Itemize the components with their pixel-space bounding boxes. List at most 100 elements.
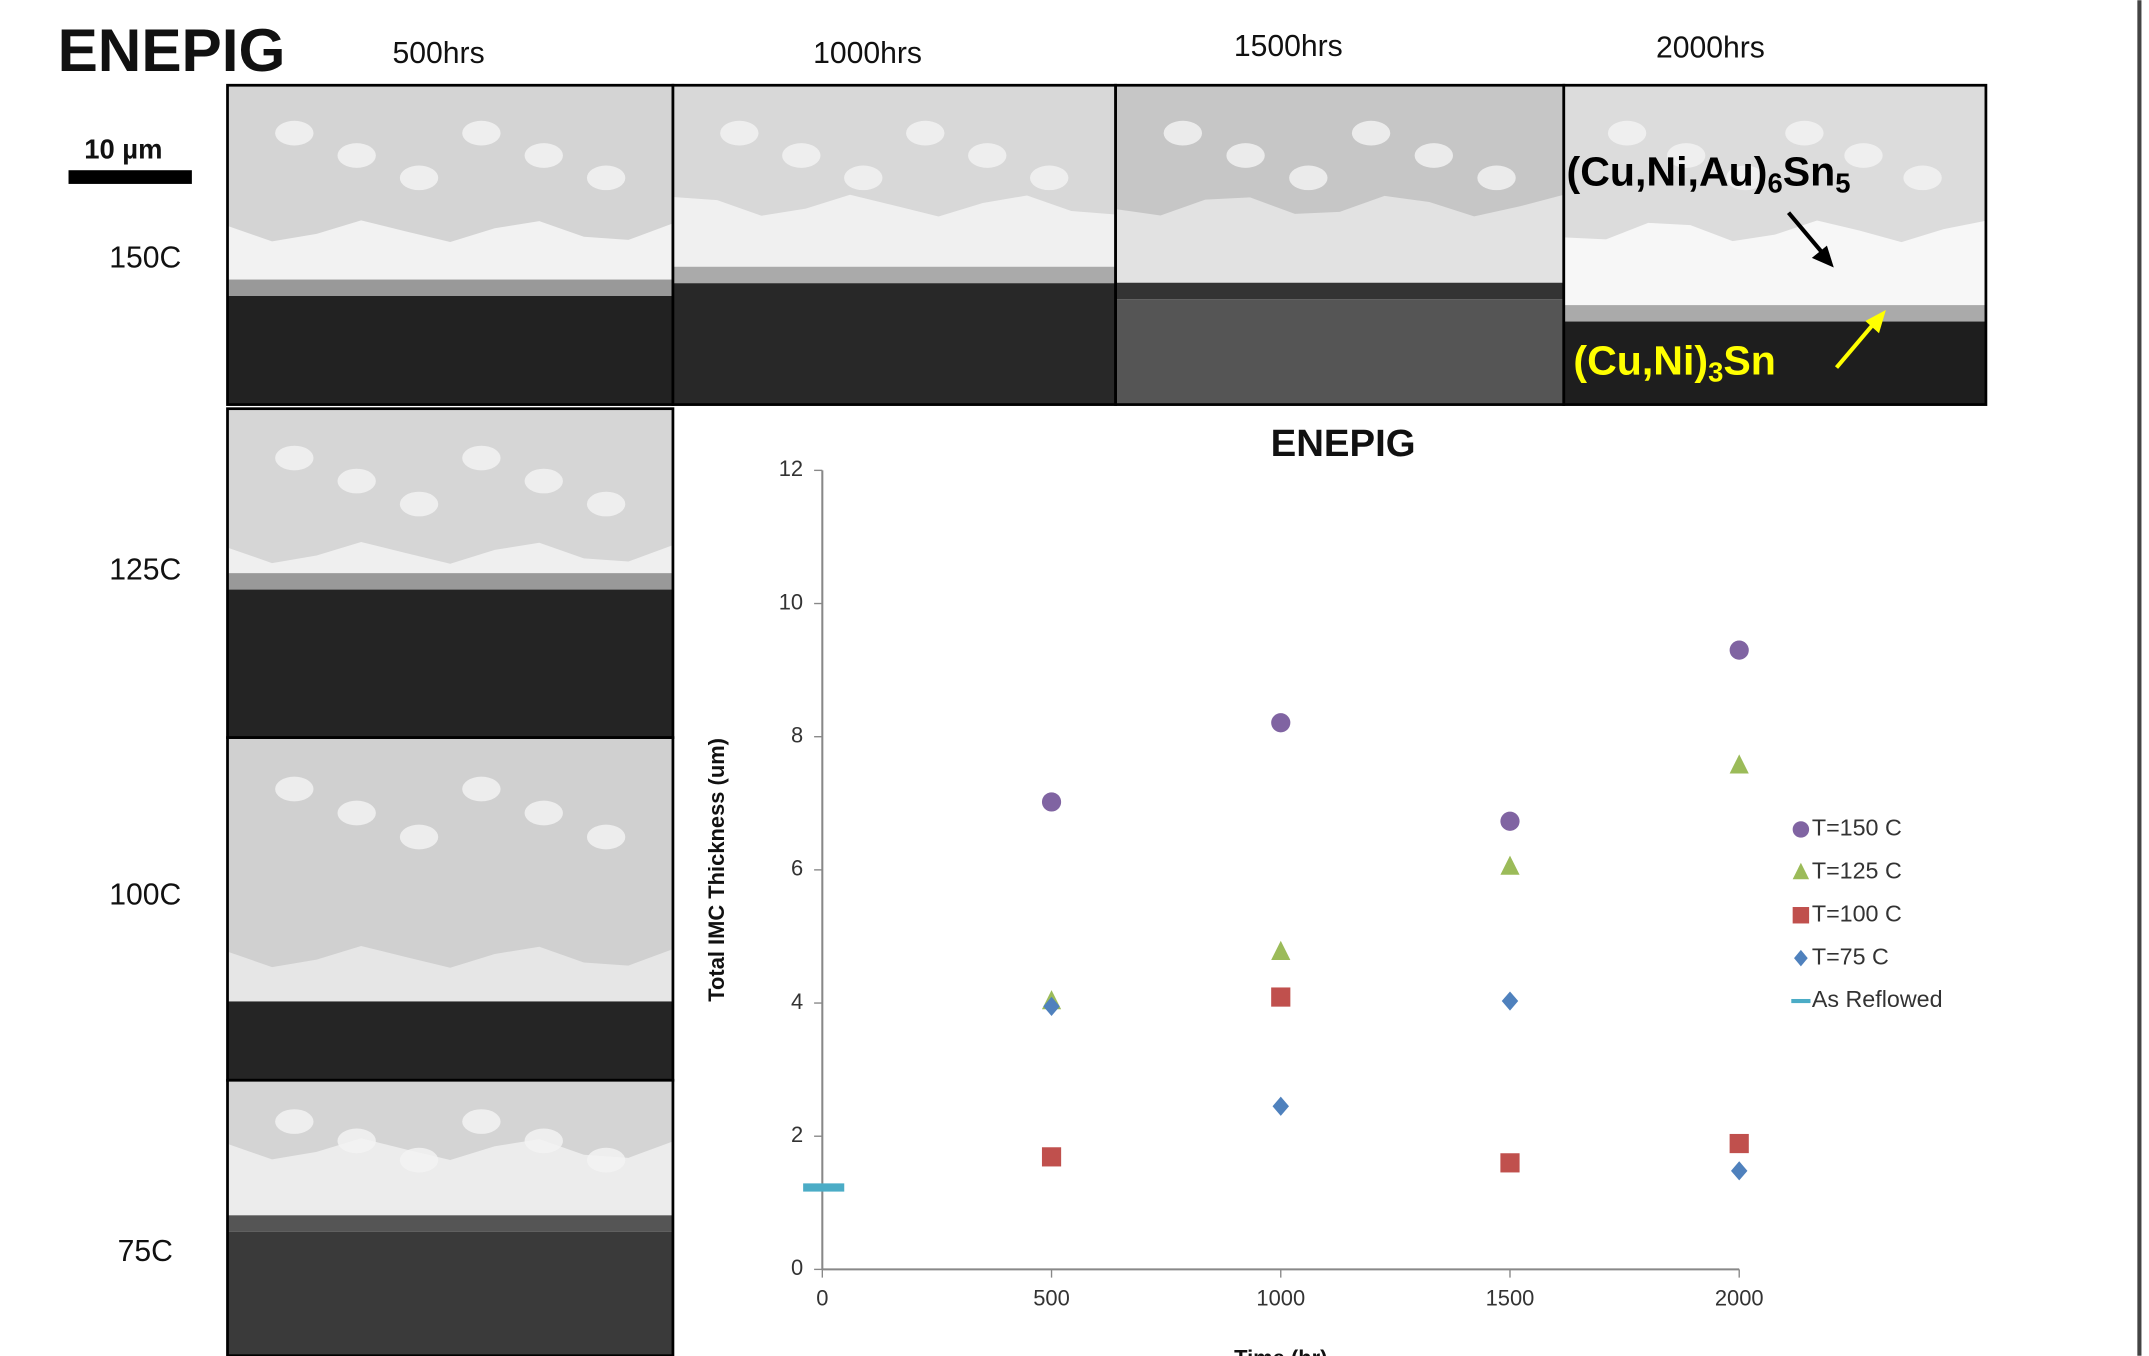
grain (399, 165, 439, 191)
series (803, 1183, 845, 1192)
imc-layer (227, 220, 673, 297)
row-label: 100C (109, 879, 181, 912)
grain (399, 824, 439, 850)
legend-marker (1794, 949, 1808, 967)
column-label: 2000hrs (1656, 32, 1765, 65)
grain (524, 143, 563, 168)
micrographs (226, 83, 1988, 1356)
grain (1163, 120, 1203, 146)
grain (462, 120, 501, 146)
legend-label: T=75 C (1812, 943, 1889, 969)
arrow (1834, 321, 1877, 369)
substrate (1115, 299, 1564, 405)
annotation: (Cu,Ni,Au)6Sn5 (1567, 148, 1851, 198)
substrate (227, 296, 673, 405)
grain (968, 143, 1007, 168)
grain (586, 824, 626, 850)
scale-bar-label: 10 µm (84, 133, 162, 164)
row-label: 125C (109, 554, 181, 587)
grain (1667, 143, 1706, 168)
series (1041, 640, 1749, 831)
annotation-text: Sn (1783, 148, 1836, 194)
grain (462, 776, 501, 802)
micrograph (1562, 83, 1988, 406)
grain (1607, 120, 1647, 146)
imc-layer (227, 946, 673, 1002)
grain (1785, 120, 1824, 146)
grain (720, 120, 759, 146)
grain (1289, 165, 1328, 191)
grain (586, 1147, 626, 1173)
y-tick-label: 12 (779, 456, 803, 481)
point (1729, 640, 1749, 660)
point (1271, 987, 1291, 1007)
grain (586, 165, 626, 191)
grain (586, 491, 626, 517)
point (803, 1183, 845, 1192)
micrograph (226, 407, 675, 739)
series (1043, 991, 1748, 1181)
legend-label: T=150 C (1812, 815, 1902, 841)
y-tick-label: 0 (791, 1255, 803, 1280)
grain (275, 120, 314, 146)
scale-bar (68, 170, 192, 184)
micrograph (226, 736, 675, 1082)
grain (524, 800, 563, 826)
column-label: 500hrs (392, 37, 484, 70)
legend-marker (1791, 998, 1811, 1004)
point (1043, 996, 1060, 1016)
annotation-text: Sn (1723, 337, 1776, 383)
y-tick-label: 8 (791, 723, 803, 748)
grain (524, 1128, 563, 1154)
point (1271, 713, 1291, 733)
subscript: 3 (1708, 357, 1723, 388)
legend-marker (1792, 862, 1810, 880)
micrograph (226, 83, 675, 406)
grain (275, 776, 314, 802)
y-tick-label: 4 (791, 989, 803, 1014)
grain (399, 491, 439, 517)
point (1500, 855, 1520, 875)
legend-label: T=100 C (1812, 900, 1902, 926)
y-tick-label: 10 (779, 589, 803, 614)
substrate (227, 589, 673, 738)
substrate (227, 1001, 673, 1081)
grain (1351, 120, 1391, 146)
chart-title: ENEPIG (1271, 422, 1416, 465)
grain (1030, 165, 1069, 191)
imc-layer (227, 1138, 673, 1232)
substrate (672, 283, 1116, 405)
ni-layer (1563, 305, 1986, 322)
grain (1844, 143, 1883, 168)
column-label: 1500hrs (1234, 30, 1343, 63)
grain (275, 1109, 314, 1134)
y-axis-label: Total IMC Thickness (um) (704, 738, 729, 1002)
grain (399, 1147, 439, 1173)
y-tick-label: 6 (791, 856, 803, 881)
annotation-text: (Cu,Ni,Au) (1567, 148, 1768, 194)
grain (1477, 165, 1516, 191)
y-tick-label: 2 (791, 1122, 803, 1147)
figure-title: ENEPIG (58, 16, 286, 84)
grain (1903, 165, 1942, 191)
row-label: 150C (109, 241, 181, 274)
grain (906, 120, 945, 146)
ni-layer (227, 279, 673, 297)
arrow (1786, 211, 1828, 258)
micrograph (226, 1078, 675, 1356)
x-tick-label: 500 (1033, 1285, 1070, 1310)
imc-layer (672, 194, 1116, 284)
x-axis-label: Time (hr) (1234, 1346, 1327, 1356)
grain (844, 165, 883, 191)
legend-label: As Reflowed (1812, 986, 1943, 1012)
column-label: 1000hrs (813, 37, 922, 70)
ni-layer (227, 1215, 673, 1232)
subscript: 6 (1767, 168, 1782, 199)
annotation: (Cu,Ni)3Sn (1573, 337, 1776, 387)
point (1500, 811, 1520, 831)
substrate (1563, 321, 1986, 405)
row-label: 75C (118, 1235, 173, 1268)
grain (1226, 143, 1265, 168)
